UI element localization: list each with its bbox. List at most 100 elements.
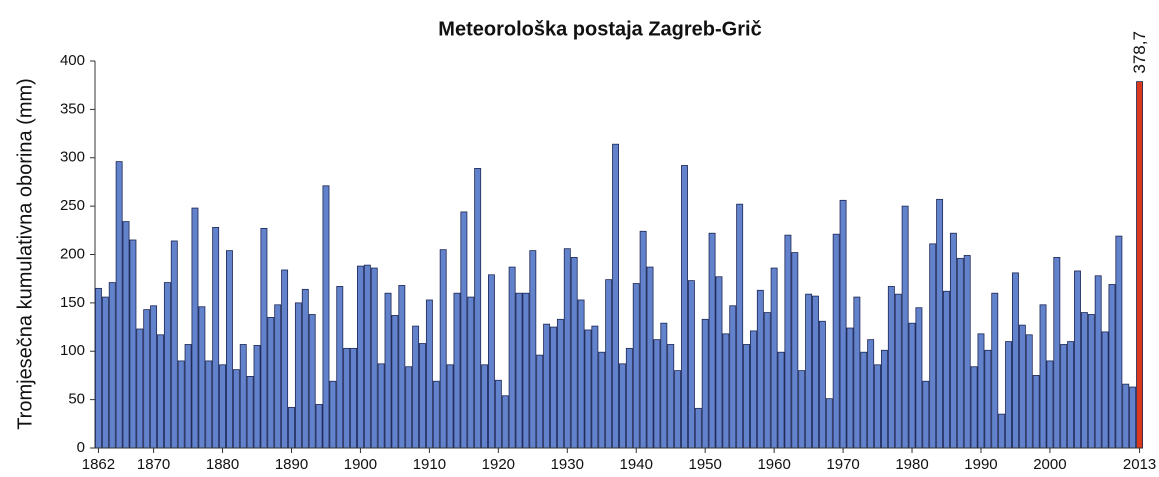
y-tick-label: 150 (60, 294, 85, 311)
bar (1074, 270, 1081, 449)
bar (129, 239, 137, 449)
bar (253, 345, 261, 449)
bar (529, 250, 537, 449)
bar (612, 143, 619, 449)
bar (798, 370, 806, 449)
bar (536, 354, 544, 449)
bar (577, 299, 585, 449)
bar (1136, 81, 1143, 449)
bar (515, 292, 523, 449)
bar (294, 302, 302, 449)
bar (143, 309, 151, 449)
bar (867, 339, 875, 449)
y-tick-label: 250 (60, 197, 85, 214)
bar (701, 318, 709, 449)
bar (198, 306, 206, 449)
bar (108, 282, 116, 449)
bar (1012, 272, 1019, 449)
bar (329, 380, 337, 449)
x-tick-label: 1970 (826, 456, 859, 473)
bar (1067, 341, 1075, 449)
bar (598, 351, 606, 449)
bar (315, 404, 323, 449)
bar (219, 364, 227, 449)
bar (694, 407, 702, 449)
bar (563, 248, 571, 449)
bar (653, 339, 661, 449)
x-tick-label: 1910 (413, 456, 446, 473)
bar (260, 227, 268, 449)
bar (1080, 312, 1088, 449)
bar (743, 344, 750, 449)
x-tick-label: 1940 (620, 456, 653, 473)
bar (494, 379, 502, 449)
bar (363, 264, 371, 449)
bar (350, 347, 357, 449)
bar (991, 292, 999, 449)
chart-title: Meteorološka postaja Zagreb-Grič (438, 18, 761, 40)
bar (591, 325, 599, 449)
bar (825, 398, 833, 449)
bar (639, 230, 647, 449)
bar (191, 207, 199, 449)
bar (556, 318, 564, 449)
bar (750, 330, 757, 449)
bar (446, 364, 454, 449)
bar (419, 343, 426, 449)
bar (205, 360, 213, 449)
x-tick-label: 1862 (82, 456, 115, 473)
bar (936, 198, 944, 449)
bar (1115, 235, 1123, 449)
bar (301, 288, 309, 449)
bar (550, 326, 557, 449)
bar (715, 276, 723, 449)
bar (605, 279, 613, 449)
bar (439, 249, 447, 449)
bar (1122, 383, 1130, 449)
bar (412, 325, 420, 449)
x-tick-label: 2013 (1123, 456, 1156, 473)
y-tick-label: 100 (60, 342, 85, 359)
bar (1101, 331, 1109, 449)
bar (777, 351, 785, 449)
bar (377, 363, 385, 449)
bar (232, 369, 240, 449)
bar (95, 287, 102, 449)
bar (915, 307, 923, 449)
bar (970, 366, 978, 449)
bar (818, 320, 826, 449)
bar (177, 360, 185, 449)
bar (998, 413, 1006, 449)
bar (956, 257, 964, 449)
bar (722, 333, 730, 449)
bar (1129, 386, 1137, 449)
x-tick-label: 1890 (275, 456, 308, 473)
bar (619, 363, 626, 449)
x-tick-label: 1990 (964, 456, 997, 473)
x-tick-label: 1880 (206, 456, 239, 473)
bar (660, 322, 668, 449)
bar (474, 167, 482, 449)
bar (467, 296, 475, 449)
y-tick-label: 50 (68, 391, 85, 408)
bar (674, 370, 682, 449)
y-tick-label: 350 (60, 100, 85, 117)
bar (977, 333, 985, 449)
x-tick-label: 1950 (688, 456, 721, 473)
bar (687, 280, 695, 449)
x-tick-label: 1960 (757, 456, 790, 473)
y-tick-label: 300 (60, 149, 85, 166)
bar (405, 366, 413, 449)
bar (170, 240, 178, 449)
bar (425, 299, 433, 449)
bar (288, 406, 295, 449)
bar (881, 349, 888, 449)
bar (391, 315, 399, 449)
bar (356, 265, 364, 449)
bar (522, 292, 530, 449)
bar (274, 304, 282, 449)
bar (853, 296, 861, 449)
bar (163, 282, 171, 449)
bar (543, 323, 551, 449)
bar (839, 199, 847, 449)
